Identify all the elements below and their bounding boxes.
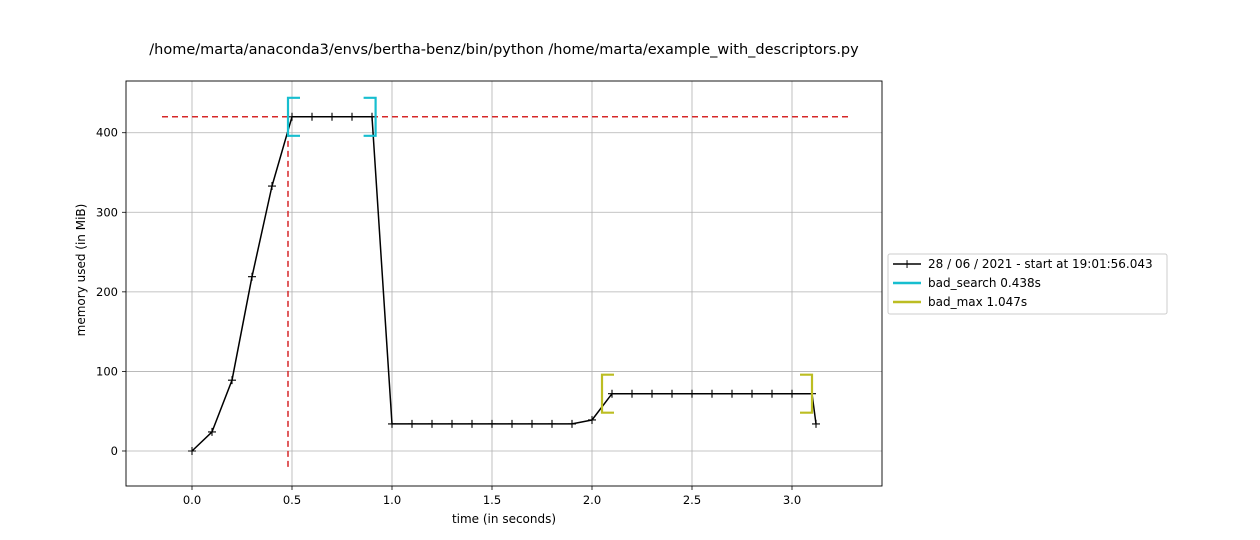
data-point-10 <box>388 419 396 428</box>
y-tick-label-4: 400 <box>96 126 118 140</box>
y-tick-label-1: 100 <box>96 364 118 378</box>
data-point-16 <box>508 419 516 428</box>
data-point-28 <box>748 389 756 398</box>
data-point-7 <box>328 112 336 121</box>
axes-frame <box>125 80 883 487</box>
bracket-end-0 <box>363 96 377 137</box>
x-tick-label-4: 2.0 <box>583 493 601 507</box>
data-point-12 <box>428 419 436 428</box>
data-point-8 <box>348 112 356 121</box>
data-point-30 <box>788 389 796 398</box>
x-axis-label: time (in seconds) <box>452 512 556 526</box>
bracket-start-0 <box>286 96 300 137</box>
legend: + 28 / 06 / 2021 - start at 19:01:56.043… <box>887 253 1168 315</box>
legend-label-memory: 28 / 06 / 2021 - start at 19:01:56.043 <box>928 257 1153 271</box>
x-tick-label-1: 0.5 <box>283 493 301 507</box>
data-point-6 <box>308 112 316 121</box>
data-point-26 <box>708 389 716 398</box>
legend-label-bad-max: bad_max 1.047s <box>928 295 1027 309</box>
data-point-13 <box>448 419 456 428</box>
data-point-0 <box>188 446 196 455</box>
data-point-29 <box>768 389 776 398</box>
data-point-23 <box>648 389 656 398</box>
data-point-5 <box>288 112 296 121</box>
y-tick-label-2: 200 <box>96 285 118 299</box>
data-point-17 <box>528 419 536 428</box>
data-point-19 <box>568 419 576 428</box>
bracket-start-1 <box>600 373 614 414</box>
data-point-11 <box>408 419 416 428</box>
data-point-18 <box>548 419 556 428</box>
data-point-1 <box>208 427 216 436</box>
data-point-14 <box>468 419 476 428</box>
data-point-22 <box>628 389 636 398</box>
data-point-24 <box>668 389 676 398</box>
data-point-4 <box>268 182 276 191</box>
data-point-27 <box>728 389 736 398</box>
x-tick-label-6: 3.0 <box>783 493 801 507</box>
data-point-32 <box>812 419 820 428</box>
chart-title: /home/marta/anaconda3/envs/bertha-benz/b… <box>149 42 859 58</box>
x-tick-label-0: 0.0 <box>183 493 201 507</box>
y-axis-label: memory used (in MiB) <box>74 204 88 337</box>
legend-box <box>887 253 1168 315</box>
data-point-15 <box>488 419 496 428</box>
data-point-2 <box>228 376 236 385</box>
plot-area: 0.0 0.5 1.0 1.5 2.0 2.5 3.0 0 100 200 300 400 <box>96 80 883 507</box>
legend-label-bad-search: bad_search 0.438s <box>928 276 1041 290</box>
x-tick-label-3: 1.5 <box>483 493 501 507</box>
data-point-21 <box>608 389 616 398</box>
y-tick-label-0: 0 <box>111 444 118 458</box>
bracket-end-1 <box>800 373 814 414</box>
data-point-25 <box>688 389 696 398</box>
x-tick-label-2: 1.0 <box>383 493 401 507</box>
x-tick-label-5: 2.5 <box>683 493 701 507</box>
y-tick-label-3: 300 <box>96 205 118 219</box>
data-point-20 <box>588 415 596 424</box>
data-point-3 <box>248 272 256 281</box>
legend-marker-plus: + <box>902 257 912 271</box>
